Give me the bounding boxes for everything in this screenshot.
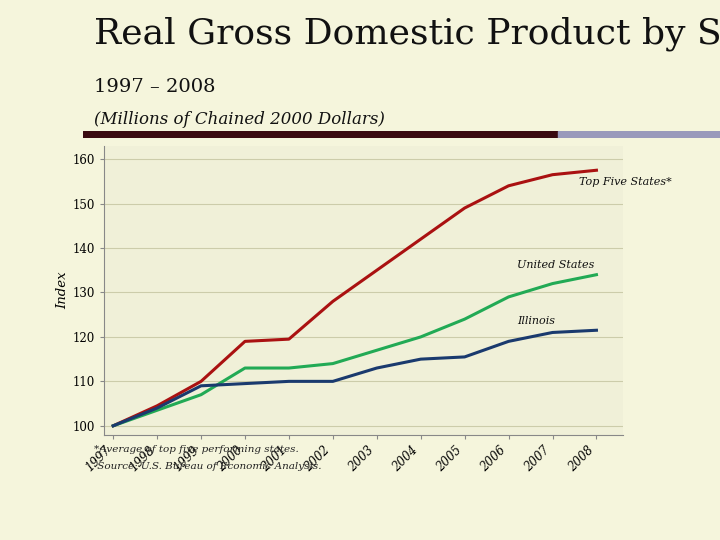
Text: Illinois: Illinois [518,316,555,326]
Bar [83,131,557,138]
Text: Real Gross Domestic Product by State: Real Gross Domestic Product by State [94,16,720,51]
Text: Source: U.S. Bureau of Economic Analysis.: Source: U.S. Bureau of Economic Analysis… [94,462,321,471]
Text: *Average of top five performing states.: *Average of top five performing states. [94,446,298,455]
Bar [557,131,720,138]
Text: Top Five States*: Top Five States* [579,177,672,187]
Text: (Millions of Chained 2000 Dollars): (Millions of Chained 2000 Dollars) [94,111,384,127]
Y-axis label: Index: Index [56,272,69,309]
Text: United States: United States [518,260,595,270]
Text: 1997 – 2008: 1997 – 2008 [94,78,215,96]
